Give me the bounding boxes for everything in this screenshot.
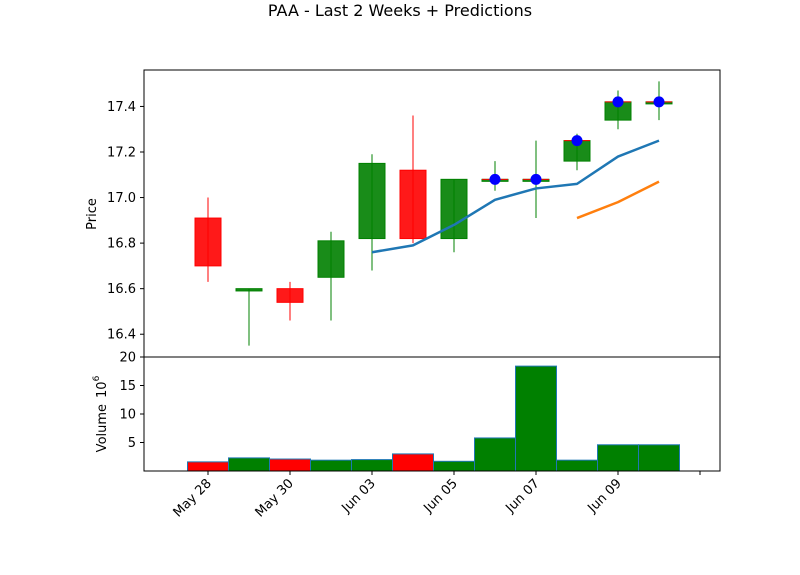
x-tick-label: Jun 03: [339, 476, 379, 516]
x-tick-label: May 30: [253, 476, 297, 520]
price-axes-frame: [143, 69, 721, 358]
volume-bar: [638, 444, 680, 472]
prediction-line-1: [371, 139, 660, 254]
volume-bar: [597, 444, 639, 472]
prediction-point: [571, 135, 583, 147]
price-ylabel: Price: [85, 198, 100, 230]
price-ytick-label: 17.2: [107, 146, 136, 161]
volume-bar: [269, 458, 311, 472]
x-tick-label: Jun 05: [421, 476, 461, 516]
volume-scale-base: 10: [95, 381, 110, 398]
volume-bar: [310, 459, 352, 472]
price-ytick-label: 17.0: [107, 191, 136, 206]
volume-bar: [228, 457, 270, 472]
chart-title: PAA - Last 2 Weeks + Predictions: [268, 1, 532, 20]
volume-bar: [433, 460, 475, 472]
candle-body: [358, 162, 386, 240]
volume-ylabel-group: Volume 106: [92, 375, 110, 452]
candle-body: [194, 217, 222, 267]
x-axis: May 28 May 30 Jun 03 Jun 05 Jun 07 Jun 09: [171, 471, 701, 520]
x-tick-label: Jun 07: [503, 476, 543, 516]
volume-bar: [556, 459, 598, 472]
volume-bar: [515, 365, 557, 472]
volume-bar: [392, 453, 434, 472]
candle-body: [235, 288, 263, 292]
volume-ytick-label: 15: [119, 379, 136, 394]
volume-scale-exponent: 6: [92, 375, 102, 381]
price-ytick-label: 16.4: [107, 328, 136, 343]
price-ytick-label: 16.8: [107, 237, 136, 252]
prediction-point: [612, 96, 624, 108]
prediction-point: [530, 173, 542, 185]
price-panel: 16.4 16.6 16.8 17.0 17.2 17.4 Price: [85, 69, 721, 358]
x-tick-label: May 28: [171, 476, 215, 520]
prediction-line-2: [576, 180, 660, 220]
price-ytick-label: 16.6: [107, 282, 136, 297]
candle-body: [317, 240, 345, 278]
volume-ytick-label: 20: [119, 351, 136, 366]
volume-ytick-label: 5: [128, 436, 136, 451]
volume-bar: [474, 437, 516, 472]
volume-ytick-label: 10: [119, 408, 136, 423]
svg-text:Volume106: Volume 106: [92, 375, 110, 452]
candle-body: [399, 169, 427, 240]
volume-ylabel: Volume: [95, 404, 110, 452]
volume-bar: [351, 459, 393, 472]
candle-body: [276, 288, 304, 303]
prediction-point: [653, 96, 665, 108]
prediction-point: [489, 173, 501, 185]
x-tick-label: Jun 09: [585, 476, 625, 516]
price-ytick-label: 17.4: [107, 100, 136, 115]
volume-bar: [187, 461, 229, 472]
